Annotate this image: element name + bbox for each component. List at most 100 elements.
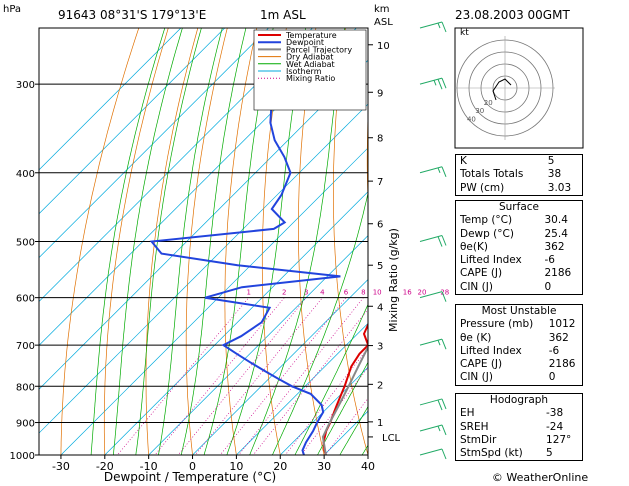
- index-label: PW (cm): [460, 181, 505, 194]
- station-label: 91643 08°31'S 179°13'E: [58, 8, 206, 22]
- wet-adiabat-line: [271, 191, 368, 455]
- pressure-tick-label: 600: [16, 294, 35, 305]
- x-tick-label: 20: [273, 460, 287, 473]
- mu-value: -6: [548, 344, 560, 357]
- wind-barb-staff: [419, 448, 443, 456]
- wind-barb: [419, 166, 447, 177]
- series-line-dewpoint: [149, 72, 341, 455]
- dry-adiabat-line: [185, 28, 228, 455]
- surface-table: Surface Temp (°C) 30.4 Dewp (°C) 25.4 θe(K…: [455, 200, 583, 296]
- mixing-ratio-label: 4: [320, 289, 325, 297]
- wind-barb-feather: [437, 236, 443, 247]
- wind-barb: [419, 21, 447, 33]
- lcl-label: LCL: [382, 433, 401, 444]
- wind-barb-staff: [419, 291, 443, 299]
- x-tick-label: -20: [96, 460, 114, 473]
- mixing-ratio-line: [284, 347, 368, 455]
- wind-barb: [419, 424, 447, 436]
- km-label: km: [374, 4, 390, 15]
- mixing-ratio-label: 20: [418, 289, 427, 297]
- x-tick-label: 30: [317, 460, 331, 473]
- hodo-label: StmDir: [460, 433, 497, 446]
- hpa-label: hPa: [3, 4, 21, 15]
- wind-barb-feather: [441, 448, 447, 460]
- hodograph-ring-label: 20: [484, 99, 493, 107]
- elevation-label: 1m ASL: [260, 8, 306, 22]
- wet-adiabat-line: [226, 28, 306, 455]
- dry-adiabat-line: [581, 15, 629, 470]
- wind-barb: [419, 291, 447, 302]
- height-tick-label: 4: [377, 302, 383, 313]
- wind-barb-feather: [437, 340, 441, 346]
- hodograph-table-title: Hodograph: [489, 394, 549, 406]
- dry-adiabat-line: [145, 28, 199, 455]
- series-line-parcel-trajectory: [321, 345, 368, 455]
- mu-label: CIN (J): [460, 371, 493, 384]
- legend-label: Isotherm: [286, 67, 322, 76]
- legend-label: Parcel Trajectory: [286, 45, 352, 54]
- surface-label: θe(K): [460, 240, 488, 253]
- index-value: 5: [547, 155, 555, 167]
- mu-value: 362: [548, 331, 569, 344]
- mixing-ratio-label: 3: [304, 289, 308, 297]
- pressure-tick-label: 1000: [10, 451, 35, 462]
- surface-value: 30.4: [544, 214, 568, 227]
- wind-barb-feather: [437, 167, 441, 174]
- wet-adiabat-line: [339, 405, 368, 455]
- hodo-value: -24: [546, 420, 564, 433]
- mixing-ratio-label: 2: [282, 289, 286, 297]
- surface-value: 2186: [544, 267, 572, 280]
- x-tick-label: -10: [140, 460, 158, 473]
- surface-label: Temp (°C): [460, 214, 513, 227]
- wind-barb-feather: [437, 79, 443, 90]
- series-line-temperature: [322, 322, 368, 455]
- index-label: K: [460, 155, 467, 167]
- wind-barb-feather: [437, 22, 441, 29]
- hodograph-table: Hodograph EH -38 SREH -24 StmDir 127° StmSp…: [455, 393, 583, 462]
- hodograph-unit-label: kt: [460, 28, 469, 38]
- pressure-tick-label: 700: [16, 341, 35, 352]
- wind-barb: [419, 77, 447, 90]
- mixing-ratio-axis-label: Mixing Ratio (g/kg): [387, 228, 400, 332]
- surface-title: Surface: [498, 201, 539, 213]
- mixing-ratio-label: 16: [403, 289, 412, 297]
- x-tick-label: 40: [361, 460, 375, 473]
- dry-adiabat-line: [224, 28, 258, 455]
- wind-barbs: [419, 21, 447, 460]
- background-lines: [39, 15, 629, 470]
- x-tick-label: -30: [52, 460, 70, 473]
- copyright-label: © WeatherOnline: [492, 471, 589, 484]
- mixing-ratio-line: [219, 297, 347, 455]
- height-tick-label: 3: [377, 342, 383, 353]
- height-tick-label: 5: [377, 261, 383, 272]
- hodo-value: 127°: [546, 433, 572, 446]
- surface-value: 362: [544, 240, 565, 253]
- pressure-tick-label: 500: [16, 238, 35, 249]
- wind-barb-feather: [441, 166, 447, 177]
- height-tick-label: 7: [377, 177, 383, 188]
- wind-barb-feather: [441, 398, 447, 410]
- wind-barb-feather: [437, 425, 441, 432]
- profile-lines: [149, 72, 368, 455]
- hodograph-ring-label: 30: [475, 107, 484, 115]
- mu-value: 2186: [548, 358, 576, 371]
- dry-adiabat-line: [333, 28, 368, 455]
- index-value: 3.03: [547, 181, 572, 194]
- wind-barb: [419, 448, 447, 460]
- hodo-label: StmSpd (kt): [460, 447, 523, 460]
- isotherm-line: [39, 28, 225, 215]
- height-tick-label: 10: [377, 41, 390, 52]
- mu-label: Pressure (mb): [460, 318, 534, 331]
- wind-barb: [419, 235, 447, 247]
- height-tick-label: 9: [377, 88, 383, 99]
- most-unstable-title: Most Unstable: [481, 305, 557, 317]
- mixing-ratio-line: [300, 366, 368, 455]
- mixing-ratio-label: 8: [361, 289, 365, 297]
- legend-label: Dewpoint: [286, 38, 324, 47]
- datetime-label: 23.08.2003 00GMT: [455, 8, 570, 22]
- mixing-ratio-label: 1: [247, 289, 251, 297]
- wind-barb-feather: [441, 291, 447, 302]
- x-tick-label: 0: [189, 460, 196, 473]
